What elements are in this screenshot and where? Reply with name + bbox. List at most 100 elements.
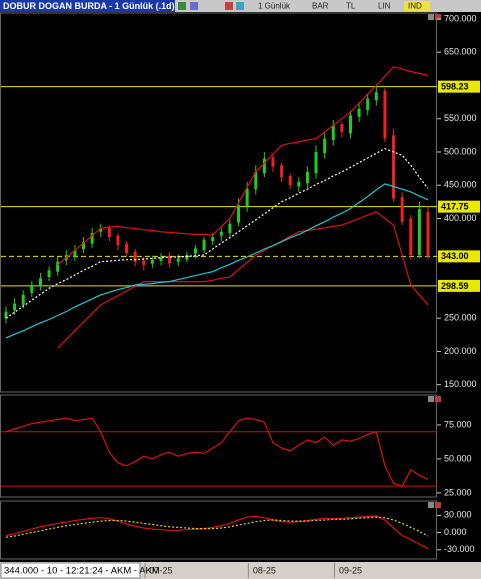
candle-body: [417, 209, 421, 256]
indicator-line: [5, 515, 429, 550]
level-label: 298.59: [441, 281, 469, 291]
candle-body: [107, 227, 111, 238]
tool-button[interactable]: TL: [346, 2, 356, 11]
indicator-line: [5, 516, 429, 538]
panel: [0, 500, 437, 560]
candle-body: [133, 251, 137, 262]
panel: [0, 394, 437, 498]
y-tick-label: 150.000: [444, 379, 477, 389]
candle-body: [245, 188, 249, 207]
y-tick-label: 450.000: [444, 180, 477, 190]
title-bar: [0, 0, 175, 12]
candle-body: [21, 294, 25, 305]
candle-body: [374, 92, 378, 101]
candle-body: [99, 228, 103, 232]
y-tick-label: 50.000: [444, 453, 472, 463]
candle-body: [280, 165, 284, 178]
candle-body: [392, 135, 396, 199]
candle-body: [176, 258, 180, 262]
indicator-line: [57, 66, 429, 266]
tool-icon[interactable]: [236, 2, 244, 10]
y-tick-label: 75.000: [444, 419, 472, 429]
y-tick-label: -30.000: [444, 544, 475, 554]
indicator-line: [5, 183, 429, 339]
y-tick-label: 500.000: [444, 146, 477, 156]
tool-icon[interactable]: [190, 2, 198, 10]
candle-body: [150, 259, 154, 264]
candle-body: [90, 233, 94, 244]
indicator-line: [57, 211, 429, 349]
candle-body: [228, 223, 232, 234]
level-label-bg: [438, 80, 480, 93]
candle-body: [237, 205, 241, 223]
y-tick-label: 700.000: [444, 13, 477, 23]
y-tick-label: 25.000: [444, 487, 472, 497]
candle-body: [56, 261, 60, 272]
level-label: 417.75: [441, 202, 469, 212]
tool-icon[interactable]: [178, 2, 186, 10]
candle-body: [202, 239, 206, 251]
candle-body: [159, 257, 163, 262]
y-tick-label: 400.000: [444, 213, 477, 223]
level-label-bg: [438, 250, 480, 263]
candle-body: [254, 171, 258, 190]
tool-button[interactable]: LIN: [378, 2, 391, 11]
candle-body: [185, 255, 189, 260]
window-title: DOBUR DOGAN BURDA - 1 Günlük (.1d): [3, 1, 175, 11]
candle-body: [82, 241, 86, 250]
level-label: 343.00: [441, 251, 469, 261]
candle-body: [348, 115, 352, 134]
y-tick-label: 30.000: [444, 510, 472, 520]
candle-body: [211, 237, 215, 242]
tool-button-bg[interactable]: [404, 1, 430, 11]
candle-body: [125, 243, 129, 254]
candle-body: [73, 250, 77, 257]
candle-body: [271, 157, 275, 167]
x-tick-label: 08-25: [253, 565, 276, 575]
y-tick-label: 200.000: [444, 346, 477, 356]
tool-icon[interactable]: [225, 2, 233, 10]
candle-body: [38, 278, 42, 287]
candle-body: [340, 124, 344, 133]
candle-body: [193, 248, 197, 254]
panel-button[interactable]: [435, 502, 441, 508]
panel-button[interactable]: [435, 14, 441, 20]
candle-body: [47, 270, 51, 277]
indicator-line: [5, 417, 429, 487]
candle-body: [383, 90, 387, 139]
level-label: 598.23: [441, 82, 469, 92]
candle-body: [357, 108, 361, 117]
x-tick-label: 09-25: [339, 565, 362, 575]
panel-button[interactable]: [428, 502, 434, 508]
candle-body: [400, 197, 404, 222]
candle-body: [219, 231, 223, 236]
candle-body: [288, 175, 292, 186]
candle-body: [116, 235, 120, 246]
level-label-bg: [438, 279, 480, 292]
candle-body: [323, 138, 327, 154]
candle-body: [13, 303, 17, 311]
y-tick-label: 550.000: [444, 113, 477, 123]
tool-button[interactable]: IND: [408, 2, 422, 11]
y-tick-label: 0.000: [444, 527, 467, 537]
level-label-bg: [438, 200, 480, 213]
candle-body: [314, 151, 318, 174]
candle-body: [262, 158, 266, 174]
candle-body: [305, 171, 309, 184]
y-tick-label: 250.000: [444, 313, 477, 323]
candle-body: [30, 284, 34, 293]
panel-button[interactable]: [435, 396, 441, 402]
candle-body: [426, 211, 430, 257]
tool-button[interactable]: 1 Günlük: [258, 2, 291, 11]
tool-button[interactable]: BAR: [312, 2, 329, 11]
indicator-line: [5, 147, 429, 319]
x-tick-label: 07-25: [150, 565, 173, 575]
panel: [0, 12, 437, 393]
candle-body: [4, 311, 8, 319]
candle-body: [331, 125, 335, 140]
panel-button[interactable]: [428, 14, 434, 20]
y-tick-label: 650.000: [444, 47, 477, 57]
panel-button[interactable]: [428, 396, 434, 402]
